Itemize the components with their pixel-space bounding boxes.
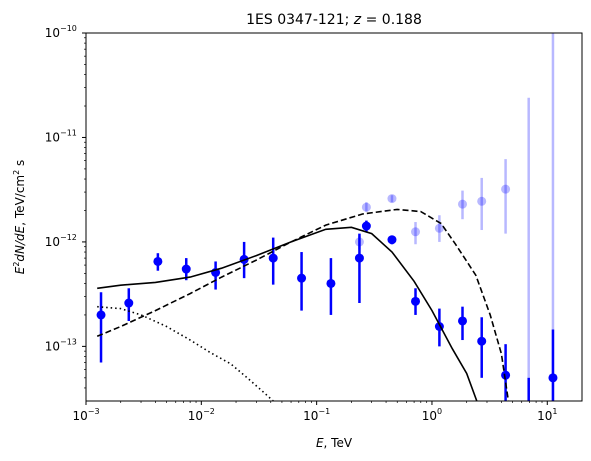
model-line-dotted bbox=[97, 305, 274, 401]
chart-title: 1ES 0347-121; z = 0.188 bbox=[246, 12, 422, 28]
y-tick-label-0: 10−13 bbox=[45, 337, 77, 353]
data-point-s1-4 bbox=[434, 223, 444, 233]
x-tick-label-2: 10−1 bbox=[303, 407, 330, 423]
data-point-s0-12 bbox=[411, 296, 421, 306]
data-point-s0-9 bbox=[354, 253, 364, 263]
data-point-s0-7 bbox=[297, 273, 307, 283]
x-tick-label-3: 100 bbox=[422, 407, 442, 423]
data-point-s0-15 bbox=[477, 336, 487, 346]
data-point-s1-2 bbox=[387, 194, 397, 204]
data-point-s0-16 bbox=[501, 370, 511, 380]
x-axis-label: E, TeV bbox=[316, 436, 353, 450]
data-point-s0-3 bbox=[181, 264, 191, 274]
y-tick-label-1: 10−12 bbox=[45, 233, 77, 249]
series-layer bbox=[96, 33, 558, 401]
data-point-s1-3 bbox=[411, 227, 421, 237]
data-point-s0-6 bbox=[268, 253, 278, 263]
y-tick-label-2: 10−11 bbox=[45, 128, 77, 144]
x-tick-label-0: 10−3 bbox=[72, 407, 99, 423]
data-point-s0-10 bbox=[361, 221, 371, 231]
plot-frame bbox=[85, 32, 583, 402]
data-point-s1-5 bbox=[458, 199, 468, 209]
data-point-s0-18 bbox=[548, 373, 558, 383]
data-point-s1-1 bbox=[361, 202, 371, 212]
data-point-s1-0 bbox=[354, 237, 364, 247]
model-line-dashed bbox=[96, 208, 510, 401]
x-tick-label-4: 101 bbox=[537, 407, 557, 423]
data-point-s1-7 bbox=[501, 184, 511, 194]
data-point-s0-1 bbox=[124, 298, 134, 308]
x-tick-label-1: 10−2 bbox=[188, 407, 215, 423]
data-point-s1-6 bbox=[477, 196, 487, 206]
model-line-solid bbox=[97, 226, 478, 401]
data-point-s0-2 bbox=[153, 256, 163, 266]
y-axis-label: E2dN/dE, TeV/cm2 s bbox=[12, 160, 27, 275]
data-point-s0-14 bbox=[458, 316, 468, 326]
data-point-s0-11 bbox=[387, 235, 397, 245]
ticks-layer: 10−3 10−2 10−1 100 101 10−13 10−12 10−11 10−10 bbox=[45, 24, 558, 423]
y-tick-label-3: 10−10 bbox=[45, 24, 77, 40]
data-point-s0-8 bbox=[326, 278, 336, 288]
data-point-s0-0 bbox=[96, 310, 106, 320]
